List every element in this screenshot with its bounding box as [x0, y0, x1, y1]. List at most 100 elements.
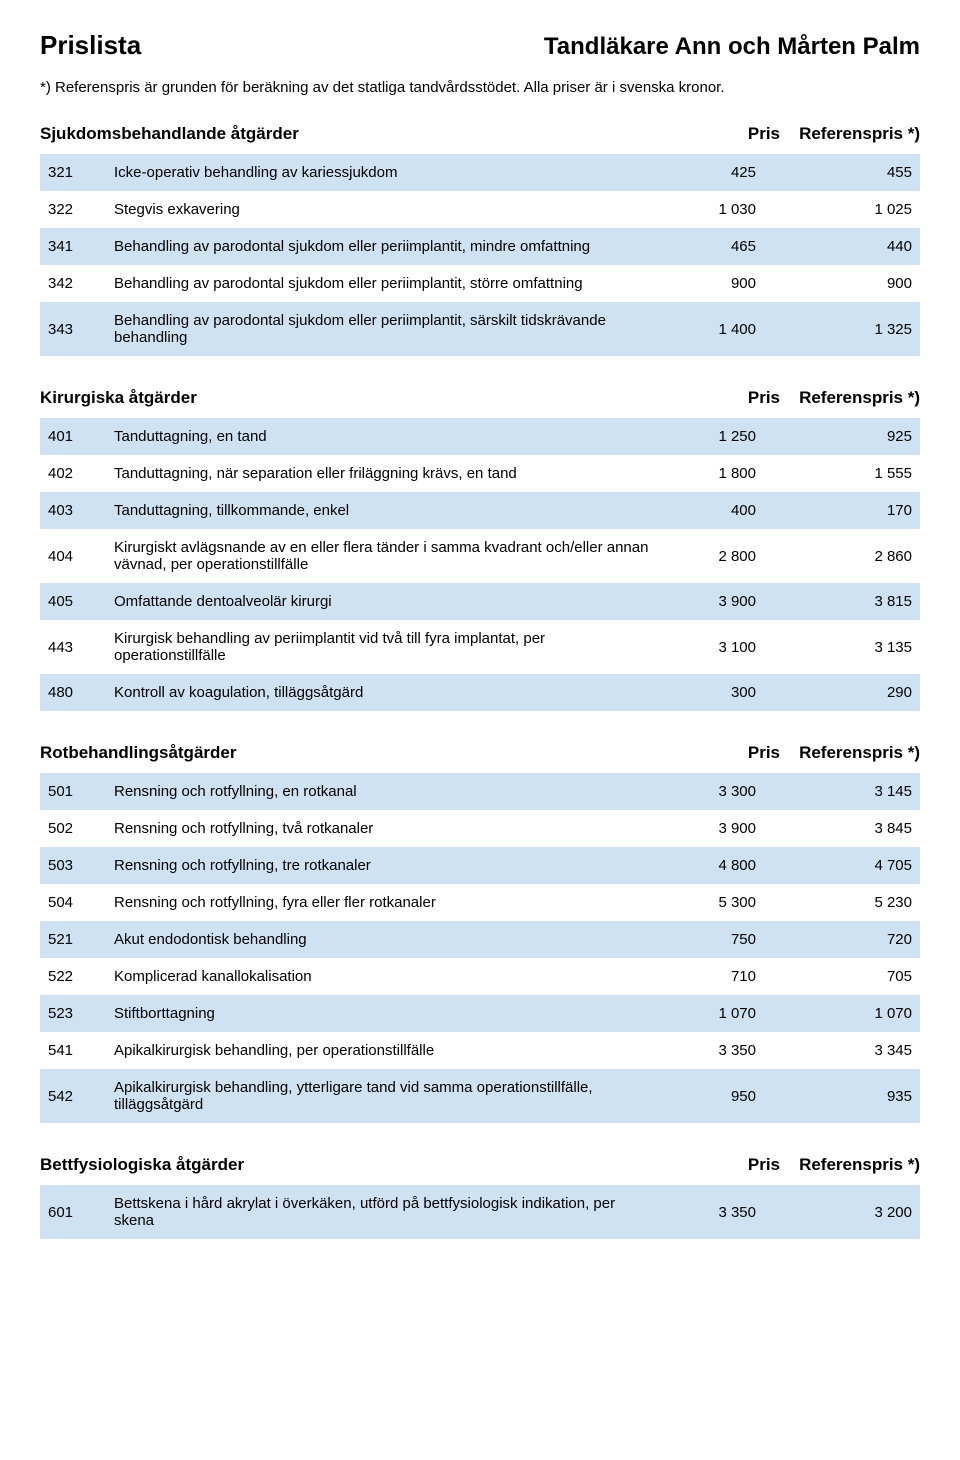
- code-cell: 342: [40, 265, 106, 302]
- code-cell: 321: [40, 154, 106, 191]
- reference-column-header: Referenspris *): [780, 388, 920, 408]
- description-cell: Apikalkirurgisk behandling, ytterligare …: [106, 1069, 658, 1123]
- reference-price-cell: 3 200: [764, 1185, 920, 1239]
- price-table: 321Icke-operativ behandling av kariessju…: [40, 154, 920, 356]
- price-cell: 3 350: [658, 1185, 764, 1239]
- price-cell: 1 030: [658, 191, 764, 228]
- price-cell: 1 250: [658, 418, 764, 455]
- reference-price-cell: 2 860: [764, 529, 920, 583]
- reference-price-cell: 3 845: [764, 810, 920, 847]
- section-title: Sjukdomsbehandlande åtgärder: [40, 124, 690, 144]
- table-row: 601Bettskena i hård akrylat i överkäken,…: [40, 1185, 920, 1239]
- reference-price-cell: 900: [764, 265, 920, 302]
- price-cell: 3 100: [658, 620, 764, 674]
- section-header: Bettfysiologiska åtgärderPrisReferenspri…: [40, 1155, 920, 1175]
- code-cell: 402: [40, 455, 106, 492]
- table-row: 523Stiftborttagning1 0701 070: [40, 995, 920, 1032]
- description-cell: Behandling av parodontal sjukdom eller p…: [106, 265, 658, 302]
- price-cell: 3 300: [658, 773, 764, 810]
- description-cell: Behandling av parodontal sjukdom eller p…: [106, 228, 658, 265]
- code-cell: 480: [40, 674, 106, 711]
- description-cell: Icke-operativ behandling av kariessjukdo…: [106, 154, 658, 191]
- table-row: 522Komplicerad kanallokalisation710705: [40, 958, 920, 995]
- description-cell: Rensning och rotfyllning, fyra eller fle…: [106, 884, 658, 921]
- section-header: RotbehandlingsåtgärderPrisReferenspris *…: [40, 743, 920, 763]
- price-cell: 465: [658, 228, 764, 265]
- price-cell: 710: [658, 958, 764, 995]
- table-row: 341Behandling av parodontal sjukdom elle…: [40, 228, 920, 265]
- price-cell: 4 800: [658, 847, 764, 884]
- price-column-header: Pris: [690, 743, 780, 763]
- description-cell: Behandling av parodontal sjukdom eller p…: [106, 302, 658, 356]
- price-column-header: Pris: [690, 388, 780, 408]
- reference-column-header: Referenspris *): [780, 743, 920, 763]
- code-cell: 401: [40, 418, 106, 455]
- price-column-header: Pris: [690, 1155, 780, 1175]
- code-cell: 403: [40, 492, 106, 529]
- code-cell: 501: [40, 773, 106, 810]
- description-cell: Akut endodontisk behandling: [106, 921, 658, 958]
- code-cell: 522: [40, 958, 106, 995]
- page-title: Prislista: [40, 30, 141, 61]
- table-row: 403Tanduttagning, tillkommande, enkel400…: [40, 492, 920, 529]
- price-table: 601Bettskena i hård akrylat i överkäken,…: [40, 1185, 920, 1239]
- description-cell: Rensning och rotfyllning, en rotkanal: [106, 773, 658, 810]
- table-row: 343Behandling av parodontal sjukdom elle…: [40, 302, 920, 356]
- price-section: Kirurgiska åtgärderPrisReferenspris *)40…: [40, 388, 920, 711]
- reference-price-cell: 4 705: [764, 847, 920, 884]
- price-section: RotbehandlingsåtgärderPrisReferenspris *…: [40, 743, 920, 1123]
- price-cell: 2 800: [658, 529, 764, 583]
- price-cell: 400: [658, 492, 764, 529]
- section-title: Rotbehandlingsåtgärder: [40, 743, 690, 763]
- table-row: 521Akut endodontisk behandling750720: [40, 921, 920, 958]
- reference-price-cell: 935: [764, 1069, 920, 1123]
- table-row: 401Tanduttagning, en tand1 250925: [40, 418, 920, 455]
- table-row: 321Icke-operativ behandling av kariessju…: [40, 154, 920, 191]
- description-cell: Stegvis exkavering: [106, 191, 658, 228]
- reference-price-cell: 170: [764, 492, 920, 529]
- description-cell: Rensning och rotfyllning, två rotkanaler: [106, 810, 658, 847]
- table-row: 342Behandling av parodontal sjukdom elle…: [40, 265, 920, 302]
- description-cell: Tanduttagning, tillkommande, enkel: [106, 492, 658, 529]
- code-cell: 504: [40, 884, 106, 921]
- reference-price-cell: 925: [764, 418, 920, 455]
- price-table: 501Rensning och rotfyllning, en rotkanal…: [40, 773, 920, 1123]
- code-cell: 523: [40, 995, 106, 1032]
- table-row: 443Kirurgisk behandling av periimplantit…: [40, 620, 920, 674]
- price-cell: 300: [658, 674, 764, 711]
- price-cell: 900: [658, 265, 764, 302]
- code-cell: 405: [40, 583, 106, 620]
- table-row: 504Rensning och rotfyllning, fyra eller …: [40, 884, 920, 921]
- price-cell: 1 800: [658, 455, 764, 492]
- price-cell: 3 900: [658, 583, 764, 620]
- price-section: Bettfysiologiska åtgärderPrisReferenspri…: [40, 1155, 920, 1239]
- reference-price-cell: 1 325: [764, 302, 920, 356]
- table-row: 404Kirurgiskt avlägsnande av en eller fl…: [40, 529, 920, 583]
- table-row: 542Apikalkirurgisk behandling, ytterliga…: [40, 1069, 920, 1123]
- reference-price-cell: 3 135: [764, 620, 920, 674]
- code-cell: 443: [40, 620, 106, 674]
- description-cell: Rensning och rotfyllning, tre rotkanaler: [106, 847, 658, 884]
- description-cell: Kirurgisk behandling av periimplantit vi…: [106, 620, 658, 674]
- price-section: Sjukdomsbehandlande åtgärderPrisReferens…: [40, 124, 920, 356]
- description-cell: Apikalkirurgisk behandling, per operatio…: [106, 1032, 658, 1069]
- table-row: 541Apikalkirurgisk behandling, per opera…: [40, 1032, 920, 1069]
- reference-price-cell: 3 815: [764, 583, 920, 620]
- price-cell: 750: [658, 921, 764, 958]
- table-row: 480Kontroll av koagulation, tilläggsåtgä…: [40, 674, 920, 711]
- reference-price-cell: 705: [764, 958, 920, 995]
- description-cell: Stiftborttagning: [106, 995, 658, 1032]
- description-cell: Komplicerad kanallokalisation: [106, 958, 658, 995]
- reference-price-cell: 720: [764, 921, 920, 958]
- code-cell: 541: [40, 1032, 106, 1069]
- table-row: 322Stegvis exkavering1 0301 025: [40, 191, 920, 228]
- reference-price-cell: 290: [764, 674, 920, 711]
- reference-column-header: Referenspris *): [780, 1155, 920, 1175]
- code-cell: 341: [40, 228, 106, 265]
- code-cell: 503: [40, 847, 106, 884]
- price-table: 401Tanduttagning, en tand1 250925402Tand…: [40, 418, 920, 711]
- reference-price-cell: 440: [764, 228, 920, 265]
- reference-price-cell: 1 070: [764, 995, 920, 1032]
- page-subtitle: Tandläkare Ann och Mårten Palm: [544, 33, 920, 61]
- description-cell: Kontroll av koagulation, tilläggsåtgärd: [106, 674, 658, 711]
